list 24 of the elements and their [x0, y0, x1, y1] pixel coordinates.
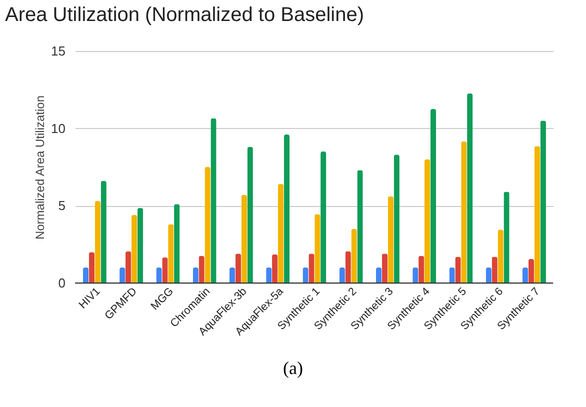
bar — [528, 259, 534, 283]
y-tick-label: 15 — [51, 44, 66, 58]
bar — [534, 146, 540, 283]
bar — [278, 184, 284, 283]
bar — [388, 196, 394, 283]
bar — [126, 251, 132, 283]
bar — [522, 268, 528, 283]
bar — [229, 268, 236, 283]
y-tick-label: 5 — [58, 198, 66, 214]
chart-title: Area Utilization (Normalized to Baseline) — [5, 4, 364, 26]
y-tick-label: 0 — [58, 276, 66, 290]
bar — [382, 254, 388, 283]
bar — [131, 214, 138, 283]
bar — [430, 109, 436, 283]
bar — [82, 268, 89, 283]
y-axis-title: Normalized Area Utilization — [33, 95, 48, 240]
text: (a) — [282, 358, 304, 379]
bar — [235, 254, 242, 283]
bar — [376, 268, 382, 283]
bar — [88, 252, 95, 283]
bar — [424, 159, 430, 283]
bar — [284, 134, 290, 283]
bar — [137, 208, 144, 283]
y-tick-label: 10 — [51, 120, 66, 136]
